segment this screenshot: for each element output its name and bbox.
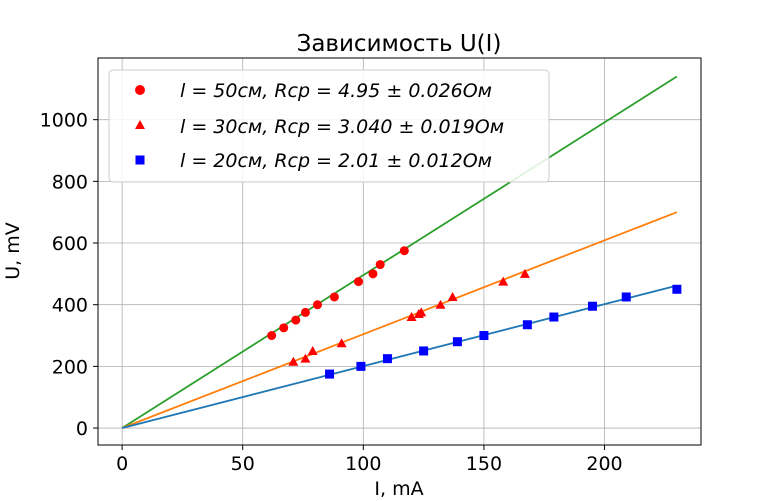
data-points <box>267 246 682 379</box>
x-tick-label: 200 <box>586 453 622 475</box>
data-point-square <box>452 337 462 347</box>
data-point-circle <box>399 246 409 256</box>
data-point-square <box>549 312 559 322</box>
data-point-square <box>479 331 489 341</box>
data-point-circle <box>267 331 277 341</box>
data-point-square <box>587 301 597 311</box>
y-tick-label: 1000 <box>40 110 88 132</box>
data-point-circle <box>353 277 363 287</box>
data-point-circle <box>368 269 378 279</box>
data-point-triangle <box>336 338 347 348</box>
data-point-triangle <box>307 345 318 355</box>
y-tick-label: 800 <box>52 171 88 193</box>
x-axis-label: I, mA <box>374 478 423 500</box>
plot-frame <box>97 57 702 446</box>
data-point-triangle <box>498 276 509 286</box>
legend-entry: l = 30см, Rср = 3.040 ± 0.019Ом <box>135 116 504 138</box>
data-point-square <box>419 346 429 356</box>
data-point-triangle <box>288 356 299 366</box>
y-axis-label: U, mV <box>2 222 24 280</box>
fit-line <box>121 75 678 429</box>
legend-marker-square <box>135 155 145 165</box>
data-point-circle <box>329 292 339 302</box>
y-tick-label: 600 <box>52 233 88 255</box>
data-point-square <box>382 354 392 364</box>
data-point-circle <box>291 315 301 325</box>
data-point-triangle <box>300 353 311 363</box>
data-point-triangle <box>447 291 458 301</box>
x-tick-label: 0 <box>116 453 128 475</box>
legend-label: l = 30см, Rср = 3.040 ± 0.019Ом <box>180 116 504 138</box>
x-tick-label: 50 <box>231 453 255 475</box>
data-point-square <box>356 361 366 371</box>
data-point-circle <box>300 307 310 317</box>
data-point-circle <box>279 323 289 333</box>
legend-box <box>108 69 550 183</box>
y-tick-label: 200 <box>52 356 88 378</box>
fit-line <box>121 284 678 429</box>
y-tick-label: 0 <box>76 418 88 440</box>
chart-title: Зависимость U(I) <box>297 31 502 57</box>
data-point-triangle <box>416 307 427 317</box>
data-point-triangle <box>519 268 530 278</box>
fit-line <box>121 211 678 429</box>
data-point-circle <box>312 300 322 310</box>
legend-entry: l = 20см, Rср = 2.01 ± 0.012Ом <box>135 150 492 172</box>
data-point-square <box>672 284 682 294</box>
data-point-circle <box>375 260 385 270</box>
legend-marker-triangle <box>135 120 145 129</box>
legend: l = 50см, Rср = 4.95 ± 0.026Ом l = 30см,… <box>108 69 550 183</box>
legend-label: l = 50см, Rср = 4.95 ± 0.026Ом <box>180 80 492 102</box>
legend-marker-circle <box>135 85 145 95</box>
x-tick-label: 150 <box>466 453 502 475</box>
data-point-triangle <box>435 299 446 309</box>
legend-label: l = 20см, Rср = 2.01 ± 0.012Ом <box>180 150 492 172</box>
data-point-square <box>621 292 631 302</box>
y-tick-label: 400 <box>52 295 88 317</box>
data-point-triangle <box>406 312 417 322</box>
data-point-square <box>325 369 335 379</box>
x-axis-ticks: 0 50 100 150 200 <box>116 445 623 475</box>
fit-lines <box>121 75 678 429</box>
x-tick-label: 100 <box>345 453 381 475</box>
data-point-square <box>522 320 532 330</box>
legend-entry: l = 50см, Rср = 4.95 ± 0.026Ом <box>135 80 492 102</box>
y-axis-ticks: 0 200 400 600 800 1000 <box>40 110 98 440</box>
